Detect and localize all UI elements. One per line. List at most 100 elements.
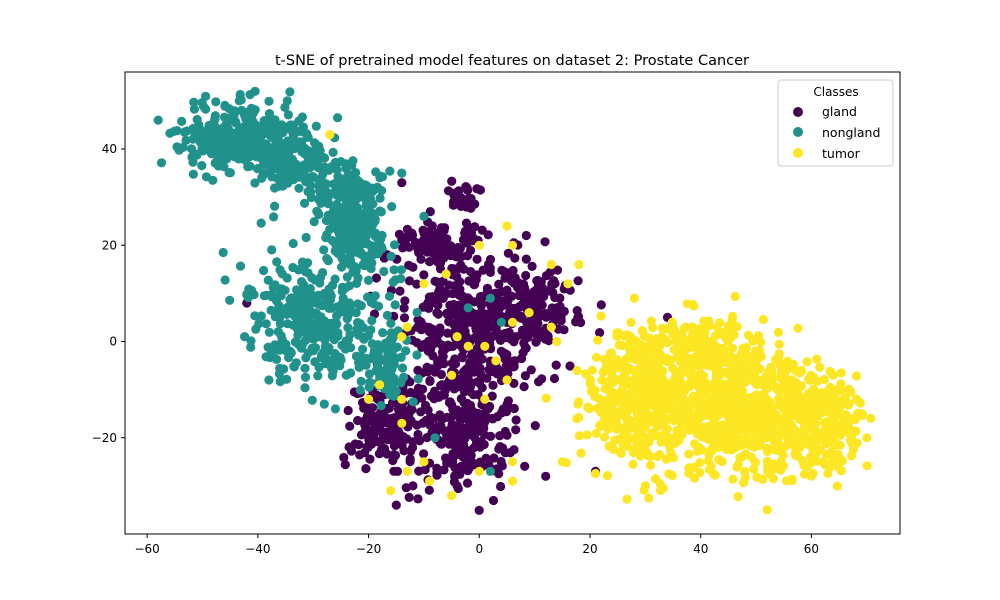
point-gland [389,419,399,429]
point-tumor [591,352,602,362]
point-gland [477,225,487,235]
point-tumor [635,355,645,365]
point-nongland [332,311,342,321]
point-nongland [325,290,335,301]
point-gland [494,279,504,289]
point-nongland [323,346,333,356]
point-nongland [384,291,395,301]
point-tumor [610,435,620,445]
point-nongland [286,162,296,172]
point-tumor [857,409,868,419]
point-nongland [345,307,355,317]
point-gland [516,353,527,364]
point-gland [501,329,512,339]
point-nongland [316,314,326,324]
point-tumor [769,381,780,391]
point-nongland [320,153,330,163]
point-gland [370,422,381,433]
point-gland [362,411,372,421]
point-nongland [305,289,315,300]
point-gland [464,196,474,207]
point-tumor [839,398,849,408]
point-nongland [299,198,310,208]
point-gland [469,280,479,290]
point-tumor [698,350,708,360]
point-tumor [773,437,783,447]
point-nongland [321,354,331,364]
point-tumor [647,415,657,425]
point-tumor [622,494,632,504]
point-nongland [366,207,376,217]
point-gland [573,276,583,286]
point-gland [502,399,512,409]
x-tick-label: 60 [804,542,819,556]
point-tumor [644,493,654,503]
point-nongland [230,131,241,141]
point-tumor [596,311,606,321]
point-tumor [624,343,634,353]
point-tumor [546,259,556,270]
point-tumor [595,420,605,430]
point-tumor [645,451,655,461]
point-tumor [605,375,615,385]
point-gland [413,429,423,440]
point-nongland [351,168,361,178]
point-nongland [348,189,358,199]
point-gland [419,270,429,280]
point-tumor [646,339,656,349]
point-gland [450,471,460,481]
point-tumor [419,279,429,289]
point-nongland [220,100,230,110]
point-tumor [662,387,673,397]
point-nongland [177,116,187,126]
point-tumor [730,291,740,302]
plot-frame [124,71,901,535]
point-tumor [587,365,597,375]
point-nongland [213,161,224,171]
point-nongland [352,175,363,185]
point-gland [474,505,484,515]
point-tumor [668,395,678,405]
point-tumor [676,419,687,429]
point-gland [419,339,430,349]
point-tumor [600,413,610,423]
point-nongland [349,261,359,271]
point-nongland [333,248,343,258]
point-gland [394,229,404,239]
point-tumor [674,435,684,446]
point-nongland [288,238,298,249]
point-nongland [294,315,304,325]
point-tumor [800,426,811,436]
point-tumor [695,467,705,478]
point-nongland [300,372,311,382]
point-tumor [463,341,473,351]
point-tumor [611,420,621,431]
point-tumor [563,279,573,289]
point-gland [498,443,508,453]
point-tumor [507,476,518,486]
point-nongland [352,278,362,288]
point-gland [471,326,482,336]
point-nongland [317,301,327,311]
point-tumor [386,486,396,496]
point-nongland [207,119,218,129]
point-nongland [396,274,406,284]
point-tumor [783,431,793,441]
point-nongland [220,146,231,156]
point-tumor [602,471,613,481]
point-nongland [363,275,374,285]
point-gland [521,270,531,281]
point-gland [391,500,401,510]
point-nongland [367,339,377,349]
point-tumor [617,340,627,351]
point-gland [552,265,563,275]
point-nongland [262,127,272,137]
point-tumor [807,414,817,424]
point-gland [456,465,466,475]
point-nongland [389,265,399,275]
point-nongland [256,153,266,163]
point-nongland [367,241,377,251]
point-gland [472,254,482,264]
point-nongland [377,230,387,240]
point-gland [488,380,498,390]
